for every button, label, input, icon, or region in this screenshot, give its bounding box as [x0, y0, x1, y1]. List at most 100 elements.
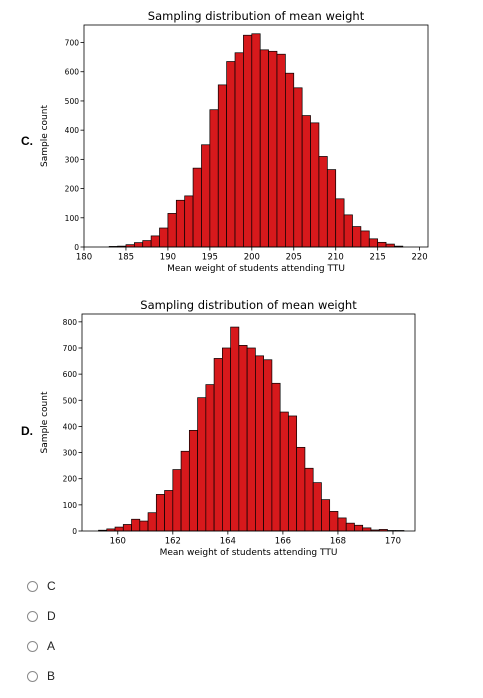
histogram-bar [304, 467, 314, 532]
histogram-bar [180, 450, 190, 532]
y-tick-label: 300 [65, 155, 80, 164]
histogram-bar [238, 345, 248, 532]
x-tick-label: 166 [275, 537, 291, 547]
histogram-bar [192, 167, 202, 248]
y-tick-label: 700 [63, 344, 78, 353]
y-tick-label: 400 [63, 422, 78, 431]
histogram-bar [293, 87, 303, 248]
histogram-bar [246, 347, 256, 532]
panel-letter-c: C. [21, 134, 33, 148]
histogram-bar [296, 446, 306, 532]
histogram-bar [318, 156, 328, 248]
histogram-bar [352, 226, 362, 248]
histogram-bar [201, 144, 211, 248]
histogram-bar [243, 34, 253, 248]
x-tick-label: 195 [202, 253, 218, 263]
histogram-bar [385, 243, 395, 248]
y-tick-label: 100 [63, 501, 78, 510]
x-tick-label: 190 [160, 253, 176, 263]
x-tick-label: 215 [370, 253, 386, 263]
radio-button-b[interactable] [27, 670, 38, 682]
x-tick-label: 220 [411, 253, 427, 263]
histogram-bar [230, 326, 240, 532]
histogram-bar [279, 411, 289, 532]
y-tick-label: 800 [63, 318, 78, 327]
histogram-bar [167, 213, 177, 248]
histogram-bar [271, 382, 281, 532]
x-tick-label: 170 [385, 537, 401, 547]
answer-options: C D A B [27, 578, 56, 698]
x-tick-label: 180 [76, 253, 92, 263]
histogram-bar [159, 227, 169, 248]
radio-button-d[interactable] [27, 610, 38, 622]
histogram-bar [326, 169, 337, 248]
x-tick-label: 210 [328, 253, 344, 263]
chart-title: Sampling distribution of mean weight [140, 298, 357, 312]
histogram-bar [184, 195, 194, 248]
y-tick-label: 500 [65, 97, 80, 106]
histogram-bar [222, 347, 231, 532]
histogram-bar [263, 359, 273, 532]
radio-button-c[interactable] [27, 580, 38, 592]
y-axis-label: Sample count [40, 105, 50, 167]
histogram-bar [312, 482, 322, 532]
plot-frame [81, 313, 416, 532]
histogram-bar [172, 469, 182, 532]
y-tick-label: 200 [63, 475, 78, 484]
y-tick-label: 500 [63, 396, 78, 405]
histogram-bar [301, 115, 311, 248]
histogram-bar [164, 490, 174, 532]
histogram-bar [276, 53, 286, 248]
histogram-bar [217, 84, 227, 248]
histogram-bar [139, 520, 149, 532]
histogram-bar [122, 524, 132, 532]
histogram-bar [259, 49, 269, 248]
y-tick-label: 0 [72, 527, 77, 536]
histogram-bar [285, 72, 295, 248]
histogram-bar [131, 518, 141, 532]
y-tick-label: 0 [74, 243, 79, 252]
y-tick-label: 700 [65, 39, 80, 48]
histogram-bar [337, 517, 347, 532]
histogram-bar [354, 524, 364, 532]
chart-title: Sampling distribution of mean weight [148, 9, 365, 23]
histogram-bar [251, 33, 261, 248]
y-axis-label: Sample count [40, 391, 50, 453]
histogram-bar [368, 238, 379, 248]
x-tick-label: 168 [330, 537, 346, 547]
histogram-bar [209, 109, 219, 248]
option-label-d: D [47, 609, 56, 623]
histogram-chart-d: 160 162 164 166 168 170 0 100 200 300 400 500 600 700… [40, 298, 416, 558]
histogram-bar [335, 198, 345, 248]
histogram-bar [213, 358, 223, 532]
y-tick-label: 200 [65, 185, 80, 194]
x-tick-label: 200 [244, 253, 260, 263]
option-label-c: C [47, 579, 56, 593]
option-a[interactable]: A [27, 638, 56, 654]
histogram-bar [310, 122, 320, 248]
histogram-chart-c: 180 185 190 195 200 205 210 215 220 0 100 200 300 400… [40, 9, 429, 274]
panel-letter-d: D. [21, 424, 33, 438]
histogram-bar [268, 50, 278, 248]
option-d[interactable]: D [27, 608, 56, 624]
option-label-b: B [47, 669, 56, 683]
option-b[interactable]: B [27, 668, 56, 684]
option-c[interactable]: C [27, 578, 56, 594]
y-tick-label: 400 [65, 126, 80, 135]
x-tick-label: 205 [286, 253, 302, 263]
histogram-bar [360, 230, 370, 248]
histogram-bar [142, 240, 152, 248]
histogram-bar [226, 61, 236, 248]
histogram-bar [197, 397, 207, 532]
histogram-bar [188, 429, 198, 532]
histogram-bar [133, 242, 144, 248]
histogram-bar [150, 235, 160, 248]
histogram-bar [205, 384, 215, 532]
option-label-a: A [47, 639, 56, 653]
histogram-bar [345, 522, 355, 532]
plot-frame [83, 24, 429, 248]
histogram-bar [255, 355, 264, 532]
y-tick-label: 100 [65, 214, 80, 223]
radio-button-a[interactable] [27, 640, 38, 652]
x-axis-label: Mean weight of students attending TTU [160, 548, 338, 558]
